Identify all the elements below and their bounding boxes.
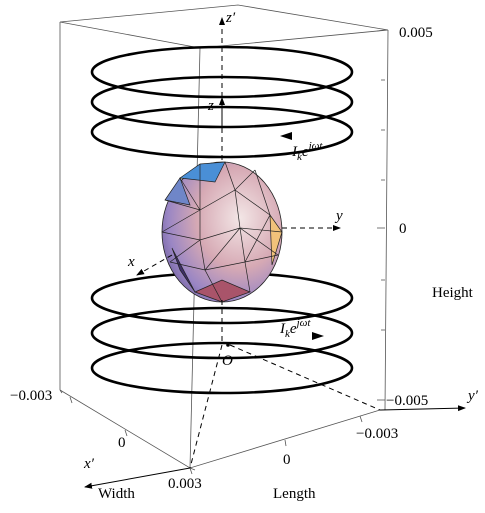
tick-label: −0.003 [10,388,52,404]
tick-label: 0 [399,221,407,237]
axis-label: z [207,98,214,114]
current-label: Ikejωt [291,140,323,163]
origin-label: O [222,353,233,369]
axis-label: x′ [83,456,95,472]
current-label: Ikejωt [279,317,311,340]
axis-label: y [334,208,343,224]
axis-label: z′ [225,10,236,26]
tick-label: 0 [118,435,126,451]
figure: z′ z y x y′ x′ O Ikejωt Ikejωt 0.005 0 −… [0,0,485,508]
axis-label: y′ [466,388,479,404]
tick-label: 0.005 [399,25,433,41]
tick-label: −0.005 [386,393,428,409]
axis-title: Width [98,486,135,502]
tick-label: 0 [283,452,291,468]
axis-title: Height [432,285,474,301]
axis-label: x [127,254,135,270]
meshed-sphere [162,162,282,302]
tick-label: 0.003 [168,476,202,492]
axis-title: Length [273,486,316,502]
tick-label: −0.003 [356,426,398,442]
